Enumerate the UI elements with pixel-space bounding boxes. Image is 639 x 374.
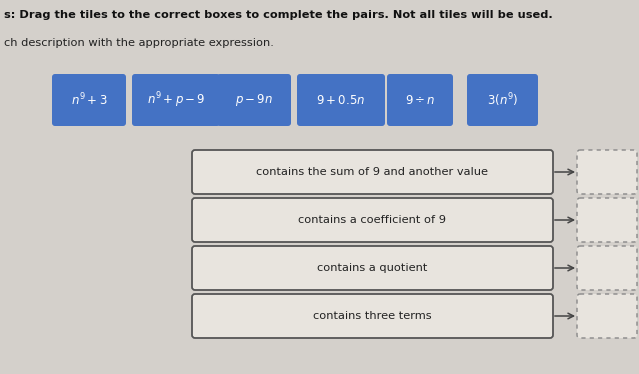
Text: $n^9+p-9$: $n^9+p-9$ (147, 90, 205, 110)
Text: $3(n^9)$: $3(n^9)$ (487, 91, 518, 109)
FancyBboxPatch shape (192, 246, 553, 290)
Text: contains the sum of 9 and another value: contains the sum of 9 and another value (256, 167, 488, 177)
Text: $9\div n$: $9\div n$ (404, 94, 435, 107)
FancyBboxPatch shape (192, 198, 553, 242)
FancyBboxPatch shape (577, 246, 637, 290)
FancyBboxPatch shape (52, 74, 126, 126)
Text: s: Drag the tiles to the correct boxes to complete the pairs. Not all tiles will: s: Drag the tiles to the correct boxes t… (4, 10, 553, 20)
Text: contains a quotient: contains a quotient (318, 263, 427, 273)
FancyBboxPatch shape (192, 150, 553, 194)
Text: $n^9+3$: $n^9+3$ (71, 92, 107, 108)
Text: $p-9n$: $p-9n$ (235, 92, 273, 108)
FancyBboxPatch shape (192, 294, 553, 338)
FancyBboxPatch shape (387, 74, 453, 126)
FancyBboxPatch shape (577, 150, 637, 194)
FancyBboxPatch shape (217, 74, 291, 126)
FancyBboxPatch shape (132, 74, 220, 126)
FancyBboxPatch shape (297, 74, 385, 126)
FancyBboxPatch shape (577, 294, 637, 338)
FancyBboxPatch shape (577, 198, 637, 242)
FancyBboxPatch shape (467, 74, 538, 126)
Text: $9+0.5n$: $9+0.5n$ (316, 94, 366, 107)
Text: contains a coefficient of 9: contains a coefficient of 9 (298, 215, 447, 225)
Text: ch description with the appropriate expression.: ch description with the appropriate expr… (4, 38, 274, 48)
Text: contains three terms: contains three terms (313, 311, 432, 321)
